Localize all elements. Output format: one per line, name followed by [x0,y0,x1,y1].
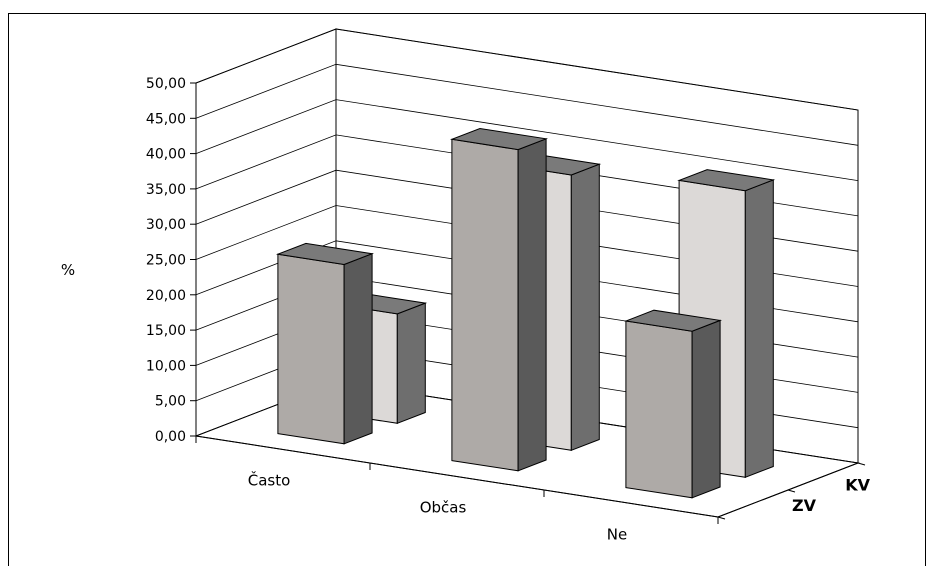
bar-side-face [570,163,600,452]
depth-tick [787,489,796,493]
bar-top-face [677,169,776,192]
y-tick-label: 20,00 [146,288,186,304]
x-tick-label: Občas [420,499,467,517]
bar-front-face [625,320,693,499]
x-tick-label: Často [248,471,291,490]
bar-side-face [691,319,721,499]
depth-label: KV [845,475,870,494]
bar-side-face [744,179,774,479]
gridline [195,28,859,111]
bar-top-face [449,127,549,151]
x-tick-label: Ne [607,526,627,544]
y-tick-label: 50,00 [146,76,186,92]
bar-side-face [396,302,426,425]
bar-top-face [275,242,375,266]
y-tick-label: 10,00 [146,358,186,374]
x-axis: Často Občas Ne [195,435,719,544]
bar-zv-1 [449,127,549,472]
y-tick-label: 0,00 [155,429,186,445]
gridline [195,63,859,146]
y-tick-label: 40,00 [146,147,186,163]
y-tick-label: 15,00 [146,323,186,339]
depth-axis: ZV KV [717,462,871,520]
y-tick-label: 30,00 [146,217,186,233]
bar-zv-0 [275,242,375,445]
bar-zv-2 [623,309,723,499]
y-axis: 0,00 5,00 10,00 15,00 20,00 25,00 30,00 35,00 40… [146,76,197,445]
y-tick-label: 25,00 [146,253,186,269]
depth-tick [857,462,866,466]
bar-side-face [517,138,547,472]
bar-side-face [343,252,373,445]
bar-top-face [623,309,723,332]
y-axis-label: % [61,261,75,279]
depth-label: ZV [792,496,817,515]
series-zv-bars [275,127,723,499]
depth-tick [717,516,726,520]
gridline [195,99,859,181]
bar-front-face [277,253,345,445]
y-tick-label: 45,00 [146,111,186,127]
y-tick-label: 5,00 [155,394,186,410]
x-axis-line [195,435,719,518]
bar-front-face [451,138,519,472]
y-tick-label: 35,00 [146,182,186,198]
